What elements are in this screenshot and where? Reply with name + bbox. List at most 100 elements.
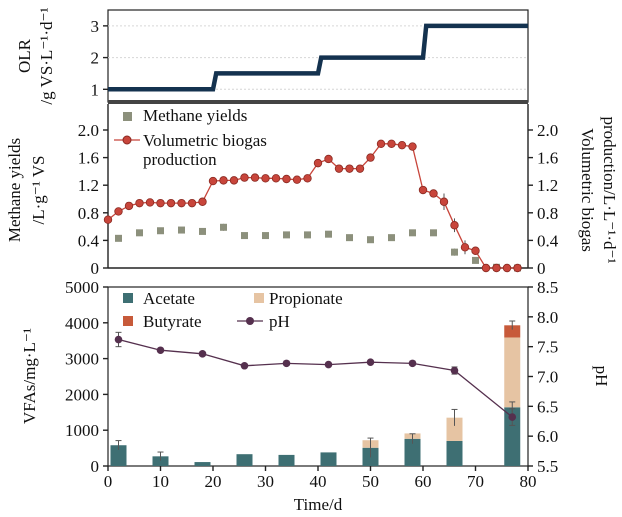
- biogas-point: [481, 263, 491, 273]
- biogas-point: [303, 174, 312, 183]
- methane-point: [115, 234, 122, 242]
- ph-y-tick-label: 6.5: [537, 397, 558, 416]
- time-x-ticks: 0 10 20 30 40 50 60 70 80: [104, 466, 537, 491]
- ph-y-ticks-right: 5.5 6.0 6.5 7.0 7.5 8.0 8.5: [528, 278, 558, 476]
- methane-point: [388, 234, 395, 242]
- vfa-y-ticks-left: 0 1000 2000 3000 4000 5000: [65, 278, 108, 476]
- ph-point: [508, 413, 517, 421]
- biogas-point: [439, 197, 449, 206]
- acetate-bar: [278, 454, 295, 466]
- biogas-point: [502, 263, 512, 273]
- ph-point: [408, 359, 417, 368]
- biogas-y-tick-label-left: 0: [91, 259, 100, 278]
- vfa-ylabel-left: VFAs/mg·L⁻¹: [20, 328, 39, 424]
- biogas-point: [334, 164, 344, 173]
- time-x-tick-label: 70: [467, 472, 484, 491]
- biogas-point: [492, 263, 501, 273]
- biogas-point: [460, 243, 470, 252]
- biogas-ylabel-left-line2: /L·g⁻¹ VS: [29, 155, 48, 224]
- methane-point: [241, 232, 248, 240]
- vfa-y-tick-label: 1000: [65, 421, 99, 440]
- biogas-point: [513, 263, 522, 273]
- methane-yield-series: [115, 223, 521, 272]
- acetate-bar: [236, 454, 253, 466]
- biogas-y-tick-label-right: 1.2: [537, 176, 558, 195]
- ph-point: [282, 359, 291, 368]
- biogas-point: [376, 139, 386, 148]
- methane-point: [430, 229, 437, 237]
- legend-propionate-swatch: [254, 293, 264, 303]
- olr-y-tick-label: 2: [91, 49, 100, 68]
- legend-methane-label: Methane yields: [143, 106, 247, 125]
- ph-point: [240, 361, 249, 370]
- biogas-point: [355, 164, 365, 173]
- biogas-y-tick-label-left: 0.4: [78, 231, 100, 250]
- methane-point: [346, 234, 353, 242]
- biogas-point: [345, 164, 354, 173]
- olr-step-line: [108, 23, 528, 92]
- biogas-y-tick-label-left: 1.6: [78, 149, 99, 168]
- legend-acetate-swatch: [123, 293, 133, 303]
- biogas-y-tick-label-right: 2.0: [537, 121, 558, 140]
- olr-panel: 1 2 3 OLR /g VS·L⁻¹·d⁻¹: [15, 7, 529, 105]
- ph-y-tick-label: 8.5: [537, 278, 558, 297]
- legend-butyrate-label: Butyrate: [143, 312, 202, 331]
- time-x-tick-label: 50: [362, 472, 379, 491]
- methane-point: [409, 229, 416, 237]
- legend-acetate-label: Acetate: [143, 289, 195, 308]
- methane-point: [199, 227, 206, 235]
- acetate-bar: [320, 452, 337, 466]
- biogas-point: [177, 198, 186, 208]
- biogas-point: [387, 139, 396, 148]
- biogas-ylabel-right-line1: Volumetric biogas: [578, 128, 597, 252]
- biogas-point: [282, 174, 291, 184]
- methane-point: [283, 231, 290, 239]
- biogas-point: [156, 198, 165, 208]
- biogas-point: [408, 142, 417, 151]
- methane-point: [136, 229, 143, 237]
- methane-point: [472, 256, 479, 264]
- biogas-point: [135, 198, 144, 208]
- time-x-tick-label: 40: [310, 472, 327, 491]
- biogas-y-tick-label-right: 1.6: [537, 149, 558, 168]
- olr-ylabel-line1: OLR: [15, 38, 34, 73]
- methane-point: [157, 227, 164, 235]
- biogas-point: [103, 215, 113, 224]
- ph-y-tick-label: 7.0: [537, 368, 558, 387]
- ph-y-tick-label: 7.5: [537, 338, 558, 357]
- time-x-tick-label: 80: [520, 472, 537, 491]
- biogas-ylabel-right-line2: production/L·L⁻¹·d⁻¹: [600, 116, 619, 263]
- time-x-tick-label: 60: [415, 472, 432, 491]
- biogas-point: [418, 185, 428, 195]
- biogas-point: [114, 207, 123, 216]
- methane-point: [178, 226, 185, 234]
- methane-point: [304, 231, 311, 239]
- biogas-point: [261, 174, 270, 183]
- vfa-legend: Acetate Propionate Butyrate pH: [123, 289, 343, 331]
- biogas-point: [166, 198, 176, 208]
- biogas-line: [107, 143, 518, 269]
- ph-line: [118, 338, 513, 418]
- biogas-y-tick-label-left: 1.2: [78, 176, 99, 195]
- time-xlabel: Time/d: [294, 495, 343, 514]
- methane-point: [367, 236, 374, 244]
- biogas-point: [397, 140, 407, 150]
- olr-ylabel-line2: /g VS·L⁻¹·d⁻¹: [37, 7, 56, 104]
- propionate-bar: [446, 417, 463, 441]
- olr-y-ticks: 1 2 3: [91, 17, 108, 99]
- biogas-point: [292, 175, 302, 184]
- legend-ph-marker: [246, 317, 254, 325]
- biogas-y-tick-label-right: 0.8: [537, 204, 558, 223]
- methane-point: [262, 232, 269, 240]
- legend-biogas-label-line2: production: [143, 150, 217, 169]
- ph-ylabel-right: pH: [592, 366, 611, 387]
- biogas-ylabel-left-line1: Methane yields: [5, 138, 24, 242]
- time-x-tick-label: 20: [205, 472, 222, 491]
- biogas-y-ticks-right: 0 0.4 0.8 1.2 1.6 2.0: [528, 121, 559, 278]
- ph-y-tick-label: 5.5: [537, 457, 558, 476]
- biogas-y-ticks-left: 0 0.4 0.8 1.2 1.6 2.0: [78, 121, 108, 278]
- biogas-y-tick-label-right: 0: [537, 259, 546, 278]
- biogas-point: [240, 173, 249, 182]
- vfa-y-tick-label: 2000: [65, 385, 99, 404]
